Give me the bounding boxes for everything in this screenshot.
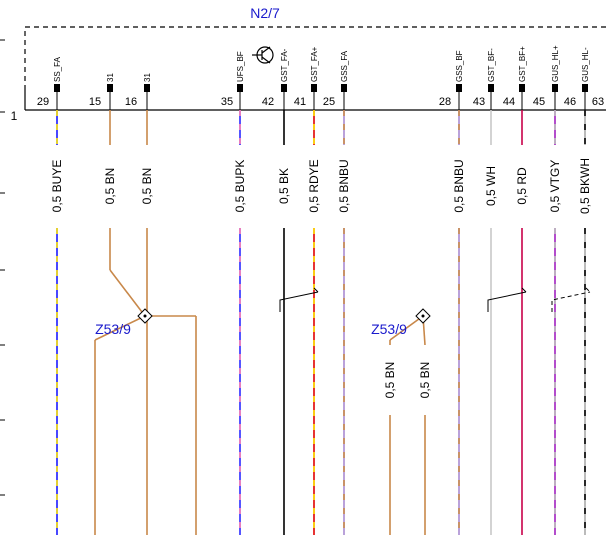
splice-label: Z53/9 [95,321,131,337]
pin-label: 31 [143,73,152,82]
pin-label: GUS_HL+ [551,45,560,82]
wire-label: 0,5 RD [515,167,529,205]
pin-connector [519,84,525,92]
pin-number: 25 [323,96,335,108]
pin-label: GST_FA- [280,48,289,82]
pin-label: SS_FA [53,56,62,82]
pin-label: UFS_BF [236,51,245,82]
splice-wire [94,315,146,341]
pin-label: GSS_BF [455,50,464,82]
wire-label: 0,5 BN [103,168,117,205]
wire-label: 0,5 RDYE [307,159,321,212]
pin-number: 45 [533,96,545,108]
pin-connector [107,84,113,92]
wire-label: 0,5 BUYE [50,160,64,213]
pin-number: 41 [294,96,306,108]
pin-connector [281,84,287,92]
pin-connector [237,84,243,92]
pin-label: GST_BF- [487,48,496,82]
splice-label: Z53/9 [371,321,407,337]
pin-connector [552,84,558,92]
wire-label: 0,5 BKWH [578,158,592,214]
wire-label: 0,5 BUPK [233,160,247,213]
pin-label: GST_BF+ [518,46,527,82]
shield-symbol [487,287,527,312]
lower-wire-label: 0,5 BN [418,362,432,399]
pin-connector [488,84,494,92]
pin-connector [582,84,588,92]
splice-dot [421,314,425,318]
splice-dot [143,314,147,318]
pin-connector [144,84,150,92]
row-number: 1 [11,109,18,123]
frame [0,26,606,496]
wire-label: 0,5 BN [140,168,154,205]
wire-label: 0,5 BK [277,168,291,204]
pin-number: 63 [592,96,604,108]
module-title: N2/7 [250,5,280,21]
transistor-symbol [252,46,274,64]
pin-connector [341,84,347,92]
pin-label: 31 [106,73,115,82]
pin-connector [456,84,462,92]
pin-number: 35 [221,96,233,108]
pin-label: GST_FA+ [310,46,319,82]
pin-number: 15 [89,96,101,108]
pin-number: 28 [439,96,451,108]
pin-label: GUS_HL- [581,47,590,82]
pin-number: 44 [503,96,515,108]
wire [109,269,146,317]
pin-number: 43 [473,96,485,108]
pin-label: GSS_FA [340,50,349,82]
wire-label: 0,5 BNBU [337,159,351,212]
pin-connector [54,84,60,92]
wire-label: 0,5 WH [484,166,498,206]
pin-number: 29 [37,96,49,108]
pin-number: 42 [262,96,274,108]
lower-wire-label: 0,5 BN [383,362,397,399]
wire-label: 0,5 VTGY [548,160,562,213]
pin-number: 46 [564,96,576,108]
wire-label: 0,5 BNBU [452,159,466,212]
pin-number: 16 [125,96,137,108]
shield-symbol [551,287,591,312]
splice-wire [389,315,424,341]
shield-symbol [279,287,319,312]
pin-connector [311,84,317,92]
